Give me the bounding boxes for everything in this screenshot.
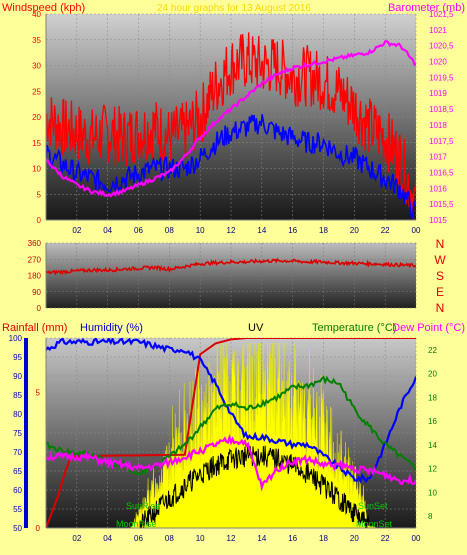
wind-y-tick-label: 0: [37, 216, 42, 225]
solar-line: [138, 444, 371, 528]
baro-y-tick-label: 1015,5: [429, 200, 454, 209]
humidity-y-tick-label: 65: [13, 467, 22, 476]
wind-x-tick-label: 10: [196, 226, 205, 235]
compass-letter: N: [436, 237, 445, 251]
lower-x-tick-label: 22: [381, 534, 390, 543]
humidity-y-tick-label: 55: [13, 505, 22, 514]
chart-title: 24 hour graphs for 13 August 2016: [157, 3, 311, 14]
rainfall-label: Rainfall (mm): [2, 322, 67, 334]
rainfall-line: [46, 338, 416, 528]
humidity-line: [46, 338, 416, 484]
wind-y-tick-label: 10: [32, 165, 41, 174]
temp-y-tick-label: 8: [428, 512, 433, 521]
direction-y-tick-label: 180: [28, 272, 42, 281]
lower-x-tick-label: 00: [412, 534, 421, 543]
baro-y-tick-label: 1020: [429, 58, 447, 67]
windspeed-label: Windspeed (kph): [2, 2, 85, 14]
barometer-line: [46, 40, 416, 198]
lower-x-tick-label: 16: [288, 534, 297, 543]
wind-gust-line: [46, 32, 416, 220]
humidity-y-tick-label: 100: [9, 334, 23, 343]
baro-y-tick-label: 1017: [429, 153, 447, 162]
lower-x-tick-label: 10: [196, 534, 205, 543]
temp-y-tick-label: 18: [428, 393, 437, 402]
wind-y-tick-label: 30: [32, 62, 41, 71]
temp-y-tick-label: 12: [428, 465, 437, 474]
baro-y-tick-label: 1019: [429, 89, 447, 98]
compass-letter: N: [436, 301, 445, 315]
wind-x-tick-label: 20: [350, 226, 359, 235]
humidity-y-tick-label: 95: [13, 353, 22, 362]
compass-letter: W: [434, 253, 446, 267]
wind-x-tick-label: 16: [288, 226, 297, 235]
lower-x-tick-label: 18: [319, 534, 328, 543]
direction-y-tick-label: 270: [28, 255, 42, 264]
dewpoint-label: Dew Point (°C): [392, 322, 465, 334]
wind-y-tick-label: 20: [32, 113, 41, 122]
wind-y-tick-label: 5: [37, 190, 42, 199]
humidity-y-tick-label: 50: [13, 524, 22, 533]
wind-x-tick-label: 18: [319, 226, 328, 235]
baro-y-tick-label: 1021: [429, 26, 447, 35]
wind-x-tick-label: 02: [72, 226, 81, 235]
temp-y-tick-label: 14: [428, 441, 437, 450]
wind-y-tick-label: 40: [32, 10, 41, 19]
lower-x-tick-label: 04: [103, 534, 112, 543]
compass-letter: E: [436, 285, 444, 299]
direction-y-tick-label: 360: [28, 239, 42, 248]
baro-y-tick-label: 1016,5: [429, 168, 454, 177]
temp-y-tick-label: 16: [428, 417, 437, 426]
baro-y-tick-label: 1021,5: [429, 10, 454, 19]
lower-x-tick-label: 12: [227, 534, 236, 543]
moonset-label: MoonSet: [356, 519, 393, 529]
temp-y-tick-label: 10: [428, 488, 437, 497]
wind-x-tick-label: 08: [165, 226, 174, 235]
humidity-y-tick-label: 85: [13, 391, 22, 400]
compass-letter: S: [436, 269, 444, 283]
humidity-label: Humidity (%): [80, 322, 143, 334]
wind-x-tick-label: 22: [381, 226, 390, 235]
lower-x-tick-label: 02: [72, 534, 81, 543]
baro-y-tick-label: 1015: [429, 216, 447, 225]
baro-y-tick-label: 1016: [429, 184, 447, 193]
direction-y-tick-label: 90: [32, 288, 41, 297]
sunset-label: SunSet: [358, 501, 388, 511]
rain-y-tick-label: 5: [36, 388, 41, 397]
rain-y-tick-label: 0: [36, 524, 41, 533]
moonrise-label: MoonRise: [116, 519, 157, 529]
wind-x-tick-label: 00: [412, 226, 421, 235]
baro-y-tick-label: 1018: [429, 121, 447, 130]
wind-y-tick-label: 15: [32, 139, 41, 148]
sunrise-label: SunRise: [126, 501, 160, 511]
baro-y-tick-label: 1020,5: [429, 42, 454, 51]
humidity-y-tick-label: 60: [13, 486, 22, 495]
wind-y-tick-label: 35: [32, 36, 41, 45]
wind-average-line: [46, 114, 416, 220]
temp-y-tick-label: 22: [428, 346, 437, 355]
lower-x-tick-label: 08: [165, 534, 174, 543]
wind-y-tick-label: 25: [32, 87, 41, 96]
uv-label: UV: [248, 322, 264, 334]
lower-x-tick-label: 14: [257, 534, 266, 543]
wind-x-tick-label: 06: [134, 226, 143, 235]
barometer-label: Barometer (mb): [388, 2, 465, 14]
humidity-y-tick-label: 90: [13, 372, 22, 381]
temp-y-tick-label: 20: [428, 370, 437, 379]
direction-y-tick-label: 0: [37, 304, 42, 313]
wind-x-tick-label: 04: [103, 226, 112, 235]
lower-x-tick-label: 20: [350, 534, 359, 543]
dewpoint-line: [46, 433, 416, 492]
wind-direction-line: [46, 257, 416, 276]
baro-y-tick-label: 1018,5: [429, 105, 454, 114]
baro-y-tick-label: 1019,5: [429, 73, 454, 82]
baro-y-tick-label: 1017,5: [429, 137, 454, 146]
lower-x-tick-label: 06: [134, 534, 143, 543]
humidity-y-tick-label: 75: [13, 429, 22, 438]
humidity-y-tick-label: 70: [13, 448, 22, 457]
temperature-label: Temperature (°C): [312, 322, 396, 334]
wind-x-tick-label: 14: [257, 226, 266, 235]
humidity-y-tick-label: 80: [13, 410, 22, 419]
wind-x-tick-label: 12: [227, 226, 236, 235]
